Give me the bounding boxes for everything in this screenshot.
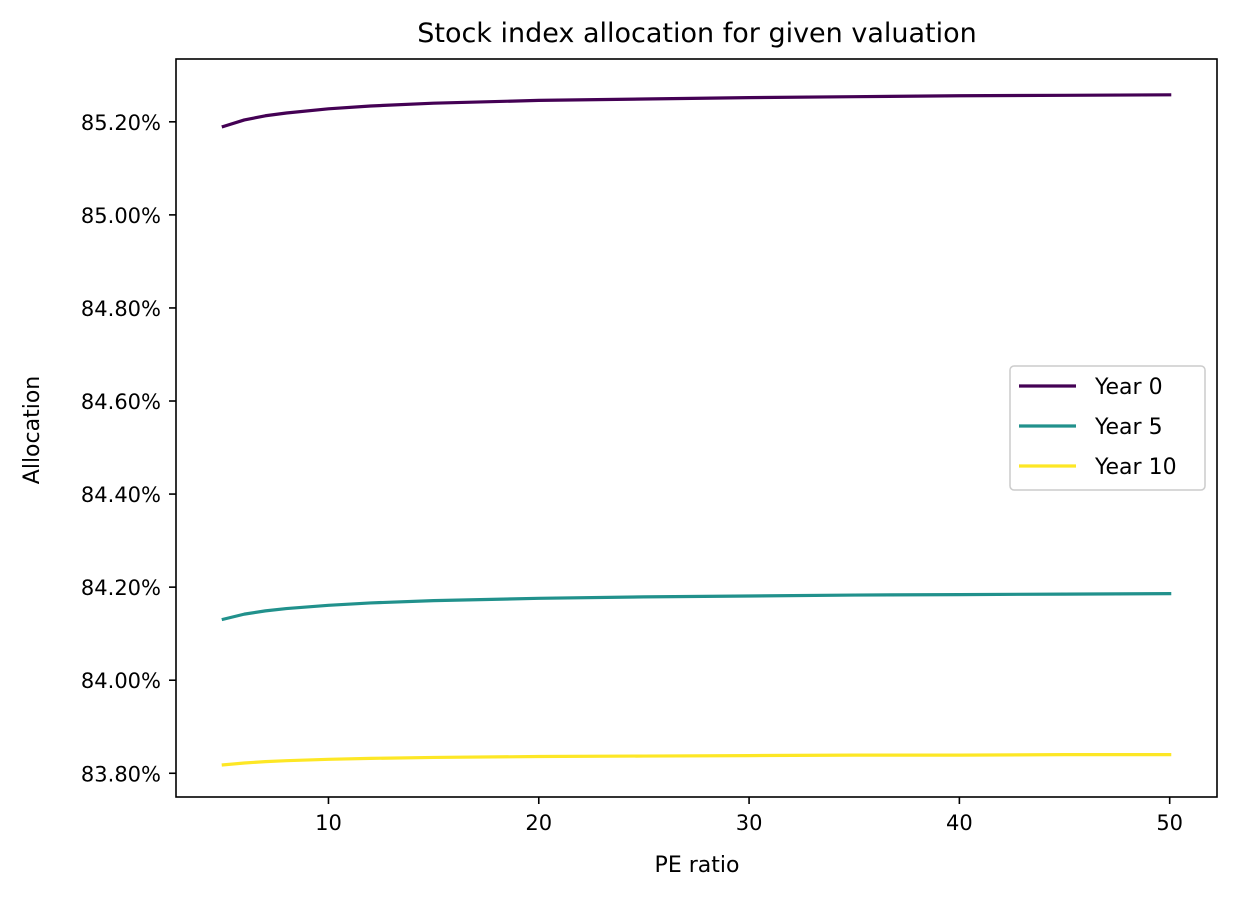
x-axis-label: PE ratio bbox=[655, 853, 740, 878]
y-tick-label: 84.60% bbox=[81, 390, 161, 414]
legend-label-year-0: Year 0 bbox=[1094, 375, 1163, 400]
legend-label-year-10: Year 10 bbox=[1094, 455, 1177, 480]
series-line-year-10 bbox=[221, 753, 1172, 767]
x-tick-label: 50 bbox=[1156, 811, 1183, 835]
y-tick-label: 83.80% bbox=[81, 762, 161, 786]
plot-lines bbox=[221, 93, 1172, 767]
y-tick-label: 84.20% bbox=[81, 576, 161, 600]
x-tick-label: 30 bbox=[736, 811, 763, 835]
y-tick-label: 85.00% bbox=[81, 204, 161, 228]
series-line-year-0 bbox=[221, 93, 1172, 129]
y-tick-label: 84.40% bbox=[81, 483, 161, 507]
legend-label-year-5: Year 5 bbox=[1094, 415, 1163, 440]
y-tick-label: 84.80% bbox=[81, 297, 161, 321]
legend: Year 0 Year 5 Year 10 bbox=[1009, 365, 1206, 491]
plot-frame bbox=[175, 58, 1218, 798]
y-axis-label: Allocation bbox=[20, 376, 45, 484]
x-tick-label: 10 bbox=[315, 811, 342, 835]
x-axis: 10 20 30 40 50 bbox=[315, 797, 1183, 835]
x-tick-label: 20 bbox=[525, 811, 552, 835]
y-axis: 83.80% 84.00% 84.20% 84.40% 84.60% 84.80% 85.0… bbox=[81, 111, 176, 786]
y-tick-label: 85.20% bbox=[81, 111, 161, 135]
chart-title: Stock index allocation for given valuati… bbox=[417, 18, 977, 49]
x-tick-label: 40 bbox=[946, 811, 973, 835]
legend-frame bbox=[1009, 365, 1206, 491]
series-line-year-5 bbox=[221, 592, 1172, 622]
y-tick-label: 84.00% bbox=[81, 669, 161, 693]
